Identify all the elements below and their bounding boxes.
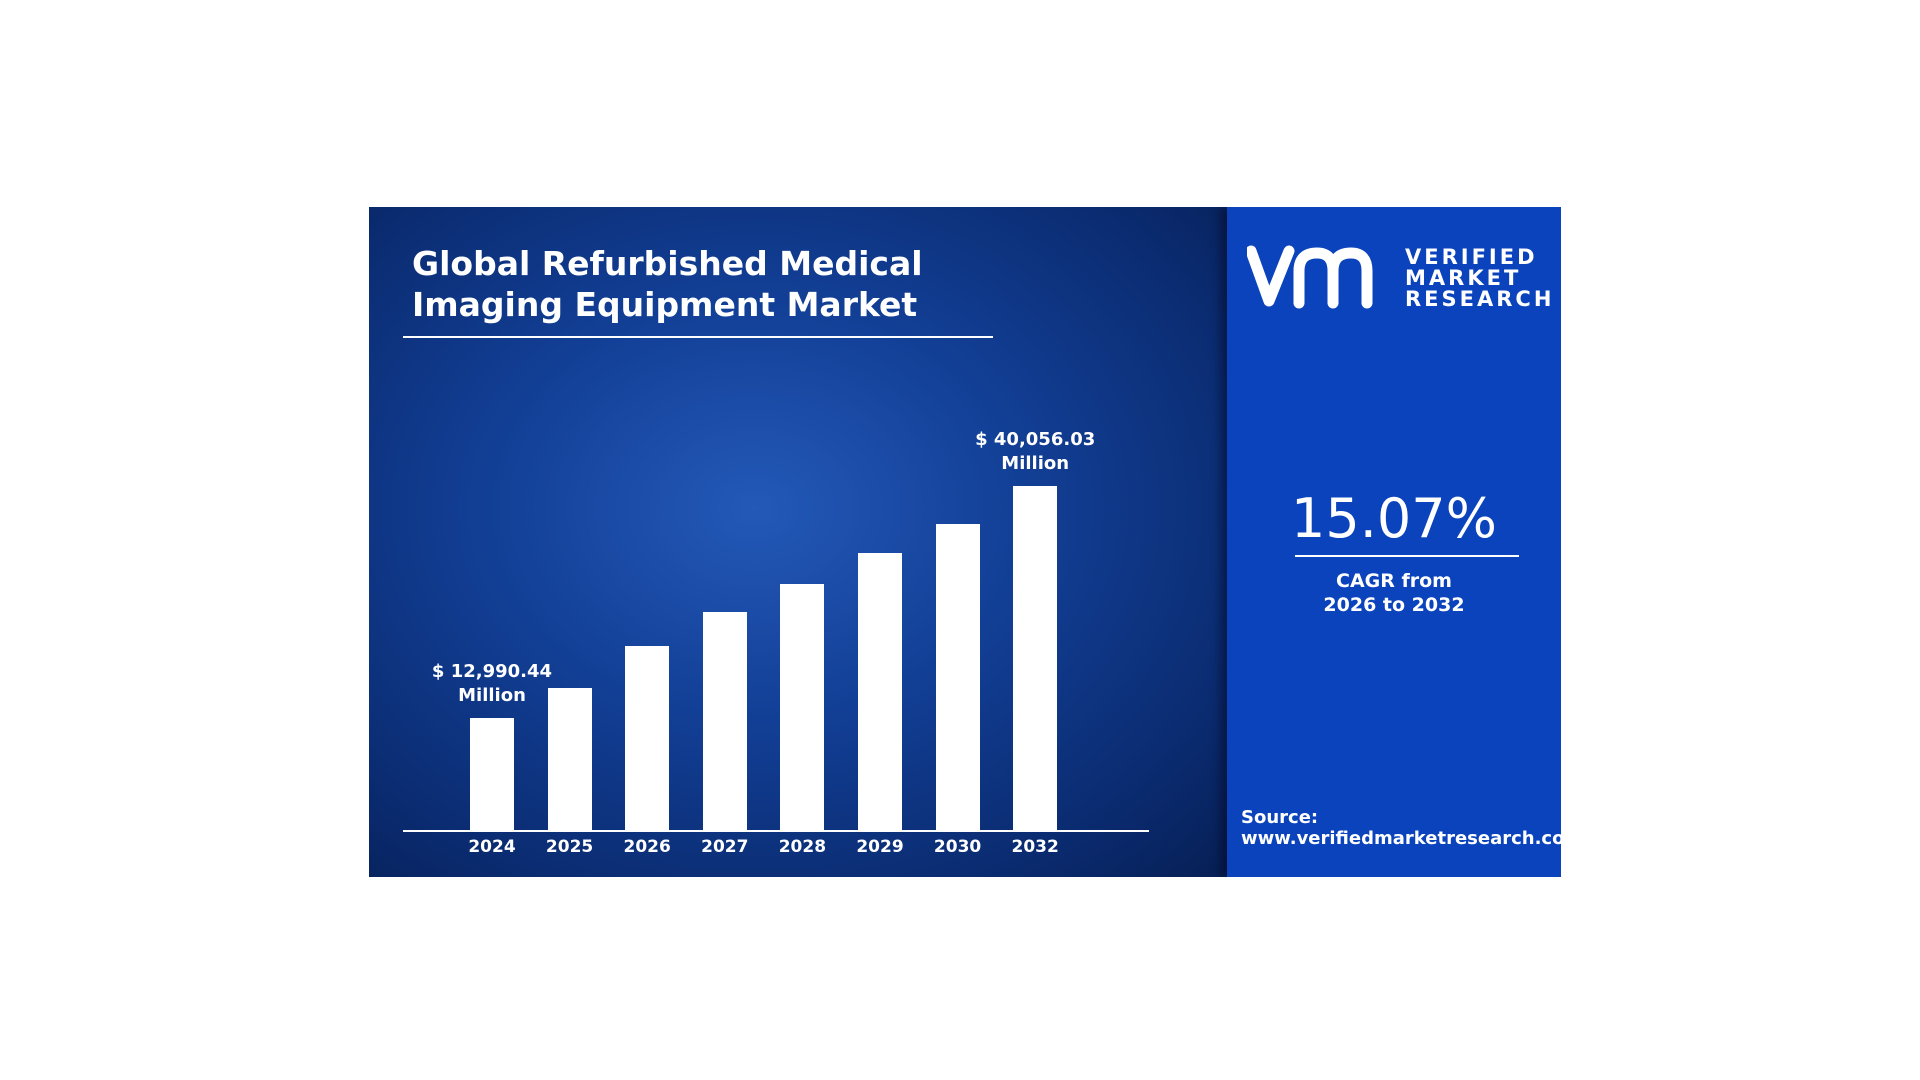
cagr-label: CAGR from 2026 to 2032 [1323,570,1465,616]
bar [858,552,902,830]
source-url: www.verifiedmarketresearch.com [1241,828,1561,849]
chart-title: Global Refurbished Medical Imaging Equip… [412,244,923,324]
bar [702,611,747,830]
baseline [403,830,1149,832]
bar [625,646,670,830]
cagr-rule [1295,555,1519,557]
logo-text: MARKET [1405,266,1522,290]
bar [935,523,980,830]
x-tick-label: 2027 [701,837,749,857]
x-tick-label: 2026 [623,837,671,857]
logo-mark [1247,245,1373,309]
bar [780,583,825,830]
x-tick-label: 2025 [545,837,594,857]
value-label: $ 40,056.03 Million [975,429,1096,474]
bar [547,688,592,830]
bar [470,718,514,830]
cagr-value: 15.07% [1291,487,1497,550]
title-rule [403,336,993,338]
chart-panel: Global Refurbished Medical Imaging Equip… [369,207,1227,877]
logo-text: VERIFIED [1405,245,1538,269]
bar [1013,486,1058,830]
infographic: Global Refurbished Medical Imaging Equip… [369,207,1561,877]
x-tick-label: 2028 [778,837,827,857]
side-panel: VERIFIED MARKET RESEARCH 15.07% CAGR fro… [1227,207,1561,877]
x-tick-label: 2032 [1011,837,1059,857]
x-tick-label: 2029 [856,837,904,857]
source-label: Source: [1241,807,1319,828]
value-label: $ 12,990.44 Million [431,661,553,707]
x-tick-label: 2024 [468,837,516,857]
logo-text: RESEARCH [1405,287,1555,311]
x-tick-label: 2030 [933,837,982,857]
